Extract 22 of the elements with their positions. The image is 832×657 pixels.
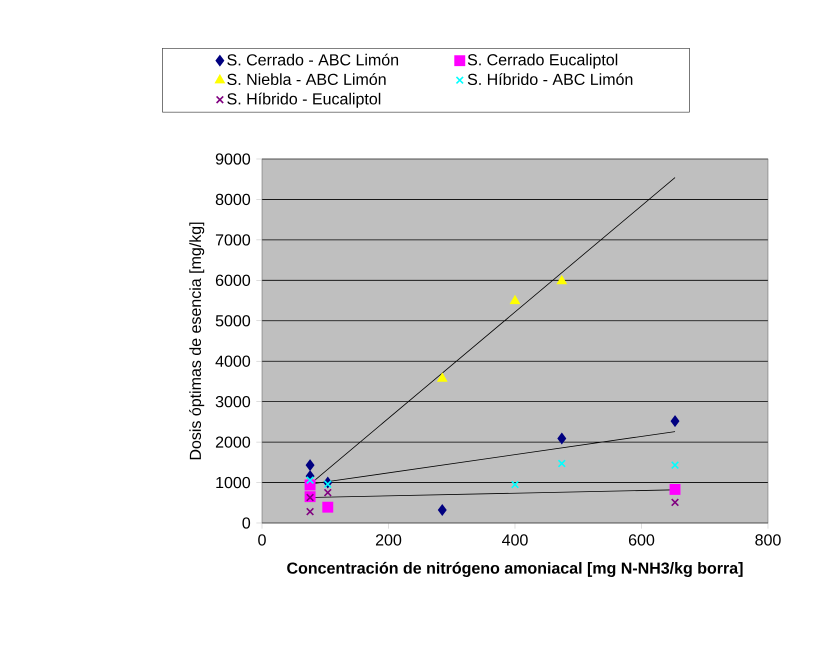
y-tick-label: 6000 xyxy=(216,274,250,286)
y-tick-label: 8000 xyxy=(216,194,250,206)
x-tick-label: 400 xyxy=(502,534,528,546)
y-tick-label: 3000 xyxy=(216,396,250,408)
y-tick-label: 4000 xyxy=(216,356,250,367)
y-axis-title: Dosis óptimas de esencia [mg/kg] xyxy=(189,222,204,460)
legend-label: S. Cerrado - ABC Limón xyxy=(227,54,398,66)
legend-label: S. Niebla - ABC Limón xyxy=(227,73,386,86)
legend-label: S. Híbrido - ABC Limón xyxy=(468,73,632,86)
y-tick-label: 9000 xyxy=(216,153,250,165)
y-tick-label: 2000 xyxy=(216,436,250,448)
x-tick-label: 800 xyxy=(755,534,781,546)
y-tick-label: 5000 xyxy=(216,315,250,326)
x-tick-label: 600 xyxy=(628,534,654,546)
legend-label: S. Cerrado Eucaliptol xyxy=(468,54,618,69)
x-tick-label: 0 xyxy=(258,534,266,546)
y-tick-label: 7000 xyxy=(216,234,250,246)
y-tick-label: 0 xyxy=(242,517,250,529)
legend-label: S. Híbrido - Eucaliptol xyxy=(227,92,380,108)
x-tick-label: 200 xyxy=(376,534,402,546)
y-tick-label: 1000 xyxy=(216,476,250,488)
x-axis-title: Concentración de nitrógeno amoniacal [mg N-NH3/kg borra] xyxy=(287,562,743,577)
